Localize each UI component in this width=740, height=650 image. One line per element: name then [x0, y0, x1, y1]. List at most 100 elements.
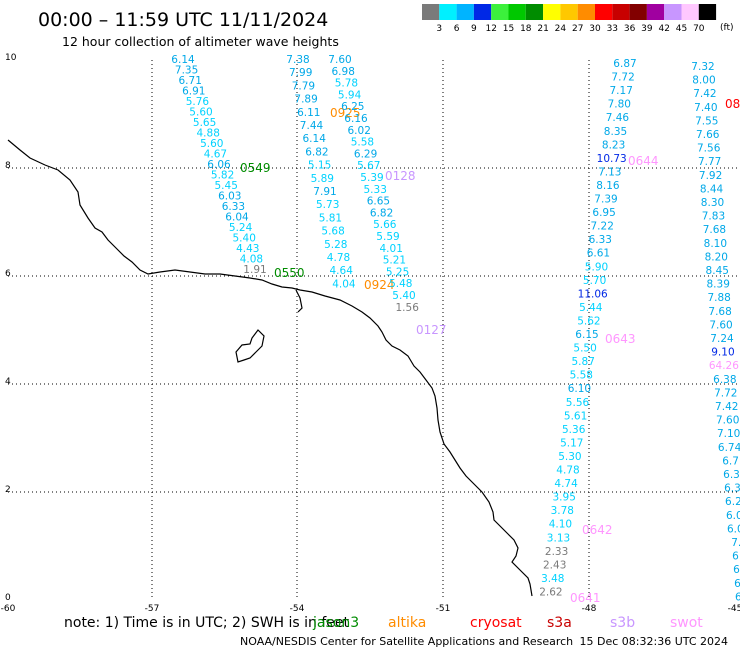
y-axis-ticks: 0 2 4 6 8 10: [5, 53, 17, 603]
wave-height-value: 6.61: [587, 248, 610, 260]
wave-height-value: 6.: [734, 578, 740, 590]
x-tick-label: -57: [145, 604, 160, 614]
wave-height-value: 5.56: [566, 397, 590, 409]
wave-height-value: 7.83: [702, 211, 725, 223]
wave-height-value: 9.10: [711, 347, 734, 359]
pass-label: 0550: [274, 266, 305, 280]
wave-height-value: 5.60: [200, 138, 223, 150]
scale-label: 9: [471, 24, 477, 34]
wave-height-value: 5.82: [211, 170, 234, 182]
wave-height-value: 4.04: [332, 278, 356, 290]
wave-height-value: 5.28: [324, 239, 347, 251]
scale-label: 42: [658, 24, 669, 34]
wave-height-value: 6.87: [613, 58, 636, 70]
wave-height-value: 4.01: [380, 243, 403, 255]
wave-height-value: 7.22: [591, 221, 614, 233]
wave-height-value: 6.82: [370, 207, 393, 219]
scale-swatch: [422, 4, 440, 20]
wave-height-value: 4.67: [204, 149, 227, 161]
scale-label: 45: [676, 24, 687, 34]
wave-height-value: 2.43: [543, 559, 566, 571]
wave-height-value: 4.08: [240, 254, 263, 266]
wave-height-value: 8.23: [602, 139, 625, 151]
wave-height-value: 7.32: [691, 61, 714, 73]
footer-note: note: 1) Time is in UTC; 2) SWH is in fe…: [64, 615, 350, 631]
wave-height-value: 8.44: [700, 183, 724, 195]
wave-height-value: 5.90: [585, 261, 608, 273]
footer-timestamp: 15 Dec 08:32:36 UTC 2024: [580, 635, 728, 648]
scale-swatch: [491, 4, 509, 20]
y-tick-label: 8: [5, 161, 11, 171]
scale-label: 36: [624, 24, 636, 34]
wave-height-value: 6.15: [575, 329, 598, 341]
wave-height-value: 7.24: [710, 333, 734, 345]
wave-height-value: 6.16: [344, 113, 368, 125]
wave-height-value: 7.42: [693, 88, 716, 100]
wave-height-value: 10.73: [597, 153, 627, 165]
scale-swatch: [508, 4, 526, 20]
wave-height-value: 4.10: [549, 519, 572, 531]
wave-height-value: 8.16: [596, 180, 620, 192]
pass-label: 0925: [330, 106, 361, 120]
wave-height-value: 6.82: [305, 146, 328, 158]
scale-label: 24: [555, 24, 567, 34]
y-tick-label: 10: [5, 53, 17, 63]
wave-height-value: 5.25: [386, 266, 409, 278]
wave-height-value: 6.74: [718, 442, 740, 454]
wave-height-value: 7.79: [292, 80, 315, 92]
wave-height-value: 5.40: [233, 233, 256, 245]
scale-swatch: [612, 4, 630, 20]
scale-swatch: [543, 4, 561, 20]
wave-height-value: 6.: [735, 591, 740, 603]
wave-height-value: 6.03: [218, 191, 241, 203]
y-tick-label: 6: [5, 269, 11, 279]
pass-label: 0127: [416, 323, 447, 337]
wave-height-value: 5.61: [564, 410, 587, 422]
color-scale-labels: 3 6 9 12 15 18 21 24 27 30 33 36 39 42 45 70: [436, 24, 704, 34]
coastline: [7, 139, 533, 597]
wave-height-value: 7.80: [608, 99, 631, 111]
page-subtitle: 12 hour collection of altimeter wave hei…: [62, 34, 339, 49]
wave-height-value: 6.95: [592, 207, 615, 219]
legend-item: swot: [670, 615, 703, 631]
wave-height-value: 7.44: [300, 120, 324, 132]
x-tick-label: -48: [582, 604, 597, 614]
wave-height-value: 3.78: [551, 505, 574, 517]
scale-swatch: [664, 4, 682, 20]
wave-height-value: 7.91: [313, 186, 336, 198]
scale-swatch: [698, 4, 717, 20]
wave-height-value: 7.46: [606, 112, 630, 124]
wave-height-value: 5.62: [577, 315, 600, 327]
wave-height-value: 3.95: [553, 492, 576, 504]
y-tick-label: 4: [5, 377, 11, 387]
wave-height-value: 5.21: [383, 255, 406, 267]
wave-height-value: 6.14: [303, 133, 327, 145]
wave-height-value: 6.38: [713, 374, 736, 386]
pass-label: 08: [725, 97, 740, 111]
pass-label: 0643: [605, 332, 636, 346]
wave-height-value: 5.78: [335, 78, 358, 90]
wave-height-value: 4.88: [197, 128, 220, 140]
scale-label: 33: [607, 24, 618, 34]
wave-height-value: 7.72: [611, 72, 634, 84]
wave-height-value: 5.58: [570, 370, 593, 382]
wave-height-value: 6.98: [332, 66, 355, 78]
scale-swatch: [577, 4, 595, 20]
wave-height-value: 6.: [732, 551, 740, 563]
scale-swatch: [439, 4, 457, 20]
wave-height-value: 5.33: [364, 184, 387, 196]
wave-height-value: 5.94: [338, 89, 362, 101]
y-tick-label: 0: [5, 593, 11, 603]
wave-height-value: 7.77: [698, 156, 721, 168]
wave-height-value: 6.0: [727, 523, 740, 535]
wave-height-value: 7.38: [286, 54, 309, 66]
wave-height-value: 8.39: [707, 279, 730, 291]
wave-height-value: 7.39: [594, 194, 617, 206]
wave-height-value: 5.73: [316, 199, 339, 211]
page-title: 00:00 – 11:59 UTC 11/11/2024: [38, 9, 328, 31]
pass-label: 0128: [385, 169, 416, 183]
wave-height-value: 7.68: [703, 224, 726, 236]
wave-height-value: 7.88: [707, 292, 730, 304]
wave-height-value: 7.56: [697, 143, 721, 155]
